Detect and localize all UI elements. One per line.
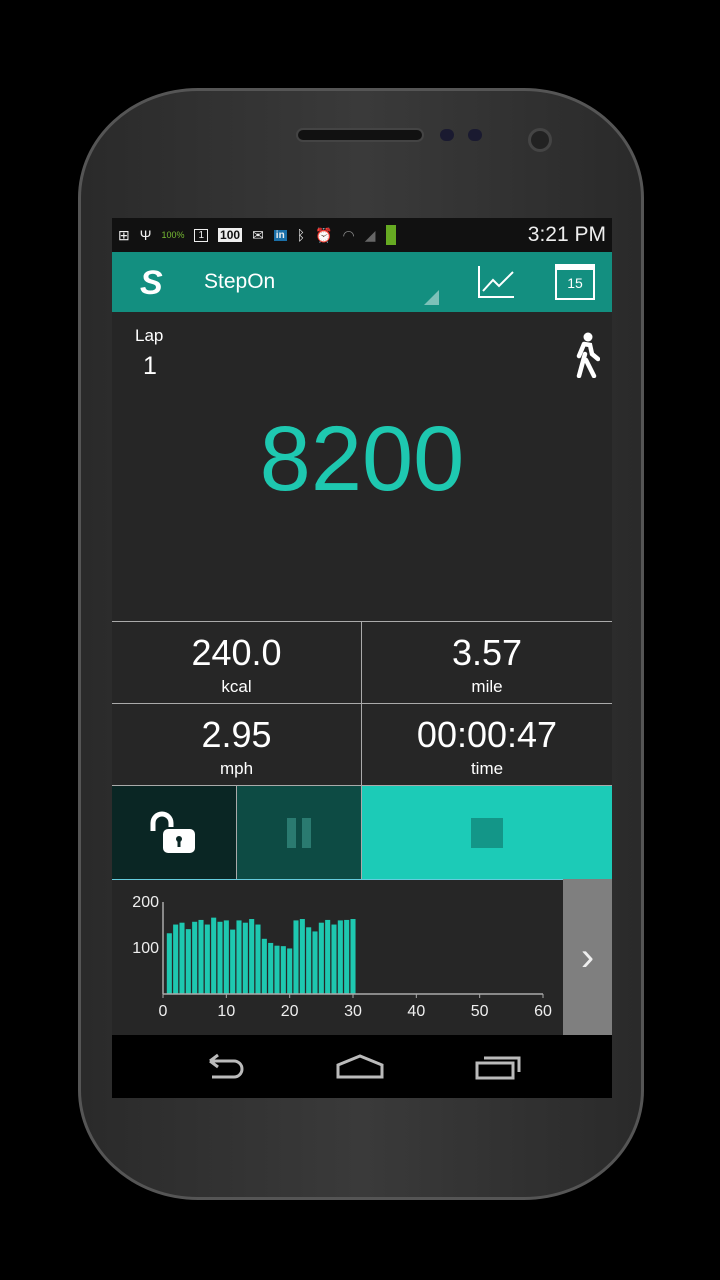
stat-time: 00:00:47 time — [362, 703, 612, 785]
chart-bar — [166, 933, 172, 994]
chart-bar — [185, 929, 191, 994]
stat-unit: mile — [471, 677, 503, 696]
linkedin-icon: in — [273, 229, 287, 241]
stat-unit: mph — [219, 759, 254, 778]
chart-bar — [198, 919, 204, 994]
stat-value: 240.0 — [191, 632, 282, 673]
battery-icon — [385, 225, 396, 245]
y-tick-label: 100 — [132, 940, 159, 957]
stat-calories: 240.0 kcal — [112, 621, 362, 703]
pause-button[interactable] — [237, 786, 362, 879]
app-bar: S StepOn 15 — [112, 252, 612, 312]
app-logo[interactable]: S — [140, 264, 163, 302]
front-camera — [528, 128, 552, 152]
stop-button[interactable] — [362, 786, 612, 879]
chart-bar — [236, 920, 242, 994]
chart-bar — [299, 919, 305, 994]
x-tick-label: 0 — [159, 1003, 168, 1020]
x-tick-label: 10 — [217, 1003, 235, 1020]
chart-bar — [337, 920, 343, 994]
steps-chart-svg: 0 10 20 30 40 50 60 100 200 — [132, 894, 552, 1020]
stat-value: 3.57 — [451, 632, 523, 673]
stats-grid: 240.0 kcal 3.57 mile 2.95 mph 00:00:47 time — [112, 621, 612, 785]
pause-icon — [287, 817, 296, 848]
lap-label: Lap — [135, 326, 164, 345]
x-tick-label: 60 — [534, 1003, 552, 1020]
sensor — [440, 129, 454, 141]
count-icon: 100 — [218, 228, 243, 242]
x-tick-label: 40 — [407, 1003, 425, 1020]
battery-icon: 100% — [161, 230, 185, 240]
chart-bar — [223, 920, 229, 994]
step-counter-panel: Lap 1 8200 — [112, 312, 612, 621]
lap-value: 1 — [143, 352, 157, 380]
chart-bar — [331, 924, 337, 994]
chart-bar — [268, 942, 274, 994]
stat-speed: 2.95 mph — [112, 703, 362, 785]
lock-button[interactable] — [112, 786, 237, 879]
chevron-right-icon: › — [580, 934, 595, 979]
recent-apps-icon[interactable] — [474, 1051, 524, 1081]
chart-bar — [306, 927, 312, 994]
x-tick-label: 20 — [281, 1003, 299, 1020]
walking-icon[interactable] — [570, 332, 600, 378]
chart-bar — [173, 924, 179, 994]
calendar-icon: 1 — [194, 228, 209, 242]
chart-bar — [344, 919, 350, 994]
x-tick-label: 30 — [344, 1003, 362, 1020]
control-bar — [112, 785, 612, 879]
chart-bar — [293, 920, 299, 994]
alarm-icon: ⏰ — [315, 226, 333, 243]
chart-bar — [192, 921, 198, 994]
add-icon: ⊞ — [118, 226, 130, 243]
chart-icon[interactable] — [476, 264, 516, 300]
stop-icon — [471, 817, 503, 848]
home-icon[interactable] — [335, 1053, 385, 1079]
chart-bar — [242, 922, 248, 994]
step-count: 8200 — [259, 408, 465, 510]
chart-bar — [179, 922, 185, 994]
bluetooth-icon: ᛒ — [296, 227, 306, 243]
calendar-icon[interactable]: 15 — [555, 264, 595, 300]
wifi-icon: ◠ — [342, 226, 355, 243]
chart-bar — [204, 924, 210, 994]
app-title-dropdown[interactable]: StepOn — [204, 270, 276, 293]
chart-bar — [261, 938, 267, 994]
status-bar: ⊞ Ψ 100% 1 100 ✉ in ᛒ ⏰ ◠ ◢ 3:21 PM — [112, 218, 612, 252]
screen: ⊞ Ψ 100% 1 100 ✉ in ᛒ ⏰ ◠ ◢ 3:21 PM S St… — [112, 218, 612, 1098]
sensor — [468, 129, 482, 141]
navigation-bar — [112, 1035, 612, 1098]
steps-chart: 0 10 20 30 40 50 60 100 200 — [112, 879, 563, 1035]
next-chart-button[interactable]: › — [563, 879, 612, 1035]
chart-bar — [249, 919, 255, 994]
chart-bar — [318, 922, 324, 994]
stat-value: 2.95 — [201, 714, 272, 755]
chart-bar — [325, 919, 331, 994]
chart-bar — [217, 921, 223, 994]
pause-icon — [302, 817, 311, 848]
chart-bar — [211, 917, 217, 994]
chart-bar — [280, 946, 286, 994]
chart-bar — [350, 919, 356, 994]
dropdown-indicator-icon — [424, 290, 439, 305]
y-tick-label: 200 — [132, 894, 159, 911]
stat-distance: 3.57 mile — [362, 621, 612, 703]
chart-bar — [274, 945, 280, 994]
signal-icon: ◢ — [364, 226, 376, 243]
x-tick-label: 50 — [471, 1003, 489, 1020]
mail-icon: ✉ — [252, 226, 264, 243]
stat-value: 00:00:47 — [416, 714, 558, 755]
usb-icon: Ψ — [139, 227, 152, 243]
chart-bar — [287, 948, 293, 994]
lock-open-icon — [150, 811, 195, 853]
stat-unit: kcal — [221, 677, 252, 696]
back-icon[interactable] — [200, 1053, 246, 1079]
clock: 3:21 PM — [527, 223, 606, 246]
stat-unit: time — [470, 759, 504, 778]
chart-bar — [312, 931, 318, 994]
speaker-grille — [296, 128, 424, 142]
chart-bar — [230, 929, 236, 994]
chart-bar — [255, 924, 261, 994]
